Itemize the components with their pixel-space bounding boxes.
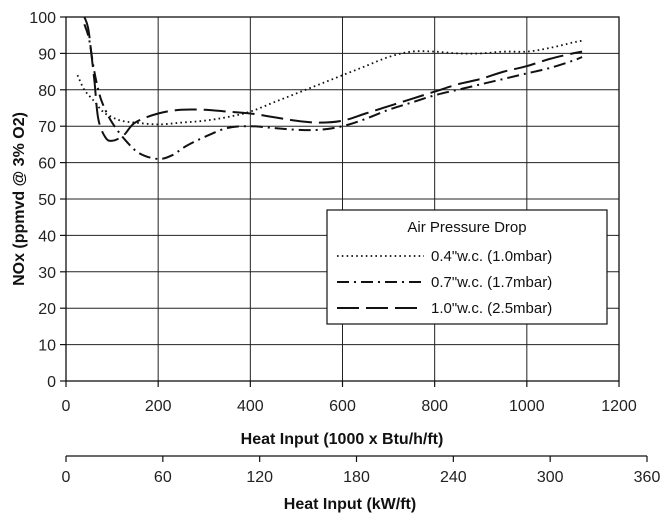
x-tick-label: 1200 [601,398,637,415]
y-tick-label: 40 [38,228,56,245]
secondary-tick-label: 180 [343,469,370,486]
legend: Air Pressure Drop 0.4"w.c. (1.0mbar) 0.7"… [326,209,608,325]
secondary-tick-label: 120 [246,469,273,486]
legend-title: Air Pressure Drop [407,219,526,236]
x-tick-label: 800 [421,398,448,415]
secondary-x-axis-title: Heat Input (kW/ft) [284,496,416,513]
secondary-x-axis: 0 60 120 180 240 300 360 [62,455,661,486]
y-tick-label: 100 [29,10,56,27]
y-tick-label: 30 [38,265,56,282]
secondary-tick-label: 360 [634,469,661,486]
legend-label-2: 0.7"w.c. (1.7mbar) [431,274,552,291]
legend-box [326,209,608,325]
y-tick-label: 80 [38,83,56,100]
x-tick-label: 400 [237,398,264,415]
y-tick-label: 10 [38,338,56,355]
secondary-tick-label: 240 [440,469,467,486]
secondary-tick-label: 0 [62,469,71,486]
x-tick-label: 600 [329,398,356,415]
series-lines [76,17,583,161]
x-axis-title: Heat Input (1000 x Btu/h/ft) [241,431,444,448]
y-tick-label: 20 [38,301,56,318]
x-tick-label: 0 [62,398,71,415]
y-tick-label: 0 [47,374,56,391]
primary-axis-ticks: 0 200 400 600 800 1000 1200 0 10 20 30 40 50 60 70 80 90… [29,10,637,415]
legend-label-3: 1.0"w.c. (2.5mbar) [431,300,552,317]
series-line-2 [83,23,583,161]
secondary-tick-label: 300 [537,469,564,486]
secondary-tick-label: 60 [154,469,172,486]
y-tick-label: 50 [38,192,56,209]
y-tick-label: 60 [38,156,56,173]
legend-label-1: 0.4"w.c. (1.0mbar) [431,248,552,265]
y-tick-label: 70 [38,119,56,136]
x-tick-label: 1000 [509,398,545,415]
series-line-1 [76,39,583,126]
x-tick-label: 200 [145,398,172,415]
series-line-3 [83,17,583,142]
y-axis-title: NOx (ppmvd @ 3% O2) [11,112,28,286]
y-tick-label: 90 [38,46,56,63]
